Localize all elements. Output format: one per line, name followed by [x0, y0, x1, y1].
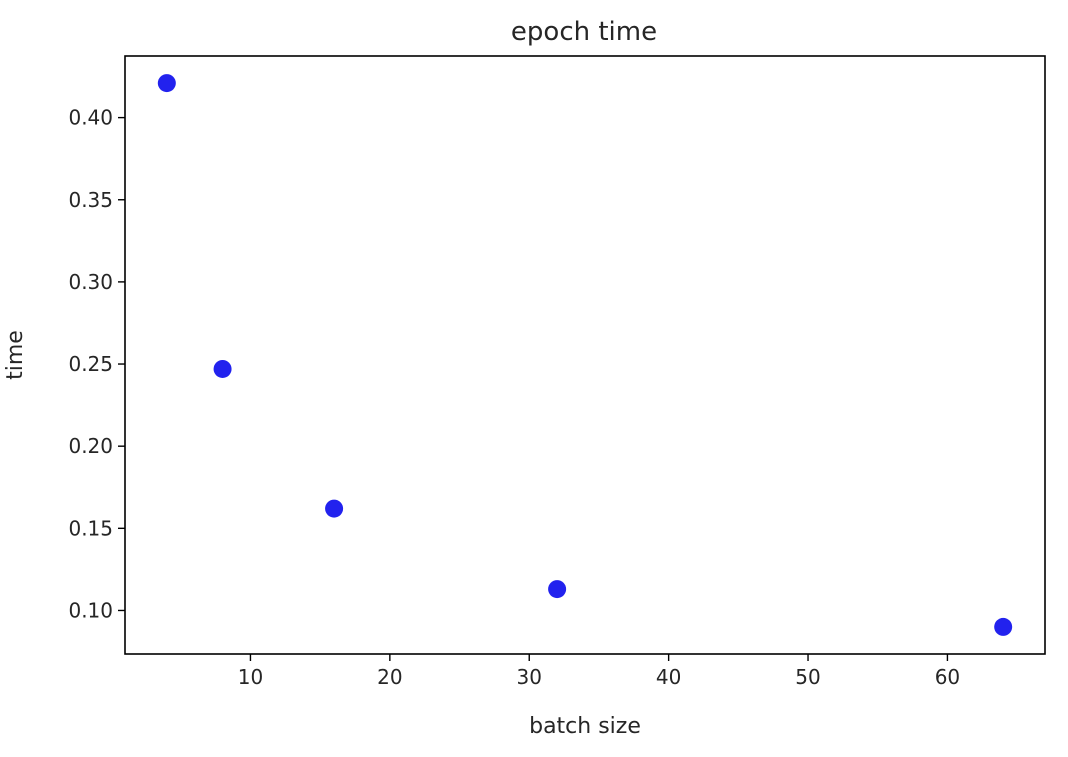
chart-title: epoch time	[511, 17, 657, 47]
plot-area-frame	[124, 55, 1046, 655]
y-axis: 0.10 0.15 0.20 0.25 0.30 0.35 0.40	[68, 106, 125, 622]
x-tick-label: 50	[795, 665, 820, 689]
y-tick-label: 0.10	[68, 598, 113, 622]
data-point	[213, 359, 232, 378]
x-axis: 10 20 30 40 50 60	[238, 654, 960, 689]
data-point	[994, 617, 1013, 636]
y-tick-label: 0.25	[68, 352, 113, 376]
data-point	[157, 74, 176, 93]
data-point	[548, 580, 567, 599]
x-tick-label: 60	[935, 665, 960, 689]
x-tick-label: 40	[656, 665, 681, 689]
y-tick-label: 0.35	[68, 188, 113, 212]
x-axis-label: batch size	[529, 714, 641, 739]
y-tick-label: 0.40	[68, 106, 113, 130]
x-tick-label: 30	[517, 665, 542, 689]
data-point	[325, 499, 344, 518]
y-tick-label: 0.15	[68, 516, 113, 540]
y-axis-label: time	[3, 330, 28, 380]
x-tick-label: 10	[238, 665, 263, 689]
x-tick-label: 20	[377, 665, 402, 689]
y-tick-label: 0.20	[68, 434, 113, 458]
data-points	[157, 74, 1013, 636]
y-tick-label: 0.30	[68, 270, 113, 294]
